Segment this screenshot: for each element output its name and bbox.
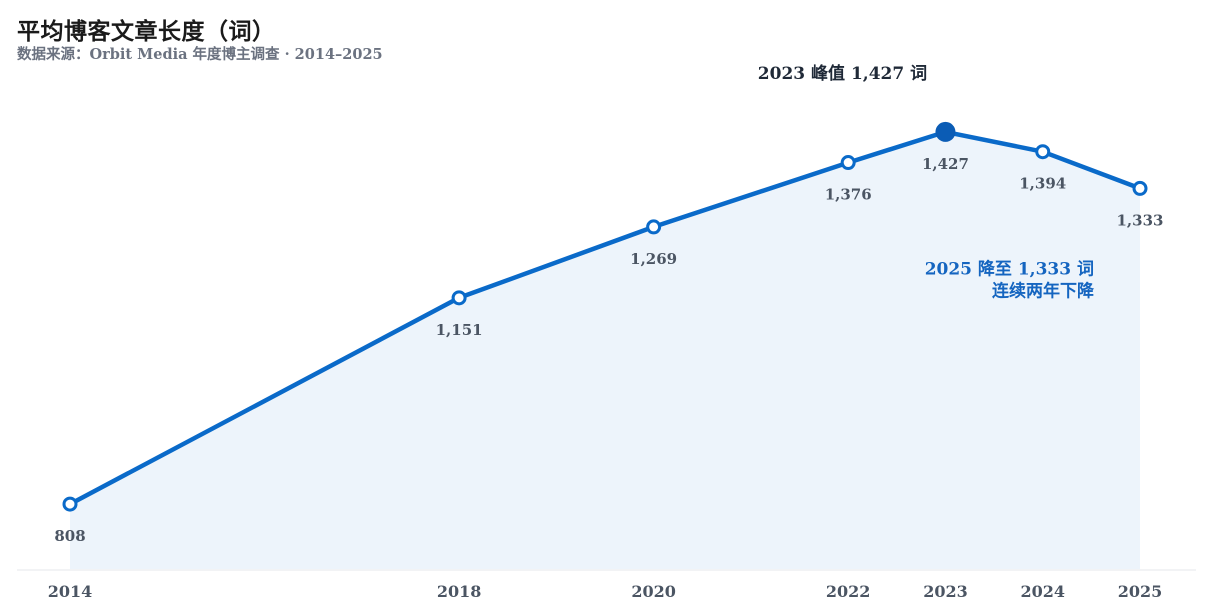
peak-annotation: 2023 峰值 1,427 词 (758, 63, 927, 84)
x-tick-label: 2024 (1020, 582, 1065, 601)
data-label: 1,427 (922, 155, 969, 173)
area-fill (70, 131, 1140, 569)
peak-point (935, 121, 956, 142)
decline-annotation-line: 2025 降至 1,333 词 (925, 258, 1094, 279)
data-label: 808 (54, 527, 85, 545)
data-point (840, 155, 856, 171)
x-tick-label: 2014 (48, 582, 93, 601)
data-point (451, 290, 467, 306)
chart-subtitle: 数据来源：Orbit Media 年度博主调查 · 2014–2025 (17, 46, 383, 63)
x-tick-label: 2022 (826, 582, 871, 601)
data-point (646, 219, 662, 235)
decline-annotation-line: 连续两年下降 (992, 280, 1095, 301)
data-label: 1,333 (1117, 211, 1164, 229)
x-tick-label: 2020 (631, 582, 676, 601)
data-label: 1,376 (825, 186, 872, 204)
data-label: 1,151 (436, 321, 483, 339)
data-point (1035, 144, 1051, 160)
x-tick-label: 2023 (923, 582, 968, 601)
data-point (62, 496, 78, 512)
x-tick-label: 2018 (437, 582, 482, 601)
data-point (1132, 180, 1148, 196)
data-label: 1,394 (1019, 175, 1066, 193)
chart-title: 平均博客文章长度（词） (17, 18, 276, 45)
x-tick-label: 2025 (1118, 582, 1163, 601)
data-label: 1,269 (630, 250, 677, 268)
